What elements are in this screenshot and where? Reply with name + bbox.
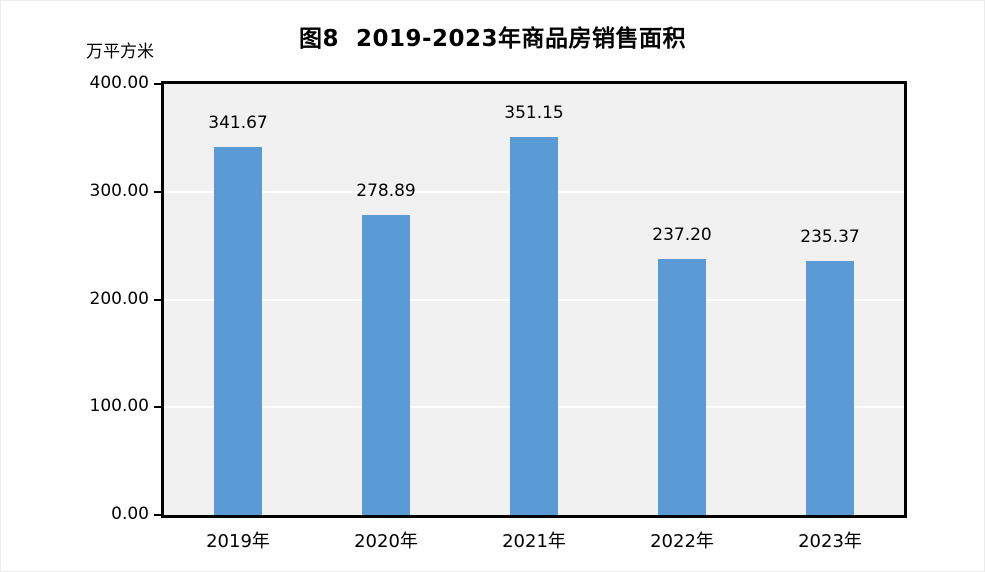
y-tick-mark-400.00 xyxy=(154,83,161,85)
bar-slot-2020年: 278.89 xyxy=(312,84,460,515)
x-tick-label-2023年: 2023年 xyxy=(798,531,862,552)
bar-slot-2021年: 351.15 xyxy=(460,84,608,515)
y-tick-label-300.00: 300.00 xyxy=(89,180,149,201)
bar-slot-2022年: 237.20 xyxy=(608,84,756,515)
y-tick-label-200.00: 200.00 xyxy=(89,288,149,309)
bar-slot-2023年: 235.37 xyxy=(756,84,904,515)
bar-value-label-2021年: 351.15 xyxy=(504,102,564,123)
plot-area: 341.67 278.89 351.15 237.20 235.37 xyxy=(161,81,907,518)
bar-2019年 xyxy=(214,146,262,515)
y-tick-mark-0.00 xyxy=(154,514,161,516)
bar-2021年 xyxy=(510,136,558,515)
bar-value-label-2022年: 237.20 xyxy=(652,225,712,246)
y-tick-mark-200.00 xyxy=(154,298,161,301)
bar-2023年 xyxy=(806,261,854,515)
bar-value-label-2019年: 341.67 xyxy=(208,112,268,133)
x-tick-label-2020年: 2020年 xyxy=(354,531,418,552)
y-tick-mark-100.00 xyxy=(154,406,161,409)
x-tick-label-2019年: 2019年 xyxy=(206,531,270,552)
bar-2020年 xyxy=(362,214,410,515)
x-axis-labels: 2019年 2020年 2021年 2022年 2023年 xyxy=(164,527,904,553)
x-tick-label-2021年: 2021年 xyxy=(502,531,566,552)
bar-2022年 xyxy=(658,259,706,515)
x-tick-label-2022年: 2022年 xyxy=(650,531,714,552)
y-tick-mark-300.00 xyxy=(154,190,161,193)
y-tick-label-400.00: 400.00 xyxy=(89,73,149,93)
bar-value-label-2020年: 278.89 xyxy=(356,180,416,201)
bar-slot-2019年: 341.67 xyxy=(164,84,312,515)
y-tick-label-0.00: 0.00 xyxy=(111,504,149,524)
chart-title: 图8 2019-2023年商品房销售面积 xyxy=(298,26,687,52)
y-axis-unit-label: 万平方米 xyxy=(86,42,154,62)
y-tick-label-100.00: 100.00 xyxy=(89,396,149,417)
bar-value-label-2023年: 235.37 xyxy=(800,227,860,248)
